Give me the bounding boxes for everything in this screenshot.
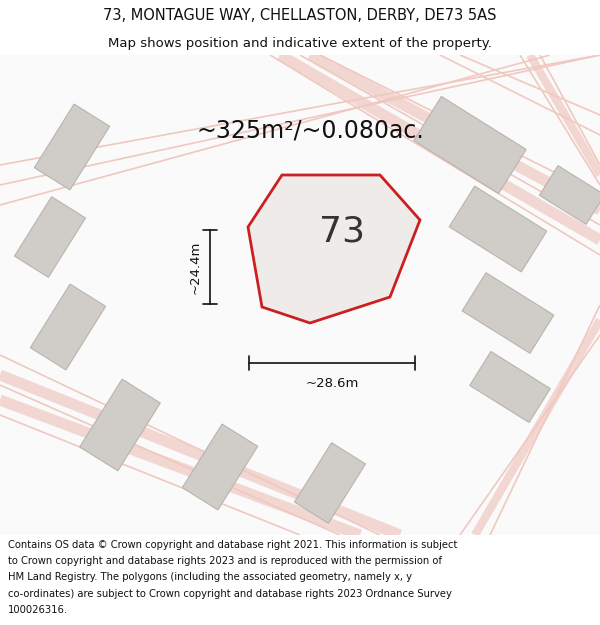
Text: Contains OS data © Crown copyright and database right 2021. This information is : Contains OS data © Crown copyright and d… — [8, 539, 457, 549]
Polygon shape — [449, 186, 547, 272]
Text: to Crown copyright and database rights 2023 and is reproduced with the permissio: to Crown copyright and database rights 2… — [8, 556, 442, 566]
Polygon shape — [470, 351, 550, 423]
Polygon shape — [539, 166, 600, 224]
Text: ~28.6m: ~28.6m — [305, 377, 359, 390]
Text: co-ordinates) are subject to Crown copyright and database rights 2023 Ordnance S: co-ordinates) are subject to Crown copyr… — [8, 589, 452, 599]
Text: HM Land Registry. The polygons (including the associated geometry, namely x, y: HM Land Registry. The polygons (includin… — [8, 572, 412, 582]
Text: 73: 73 — [319, 214, 365, 248]
Text: ~325m²/~0.080ac.: ~325m²/~0.080ac. — [196, 118, 424, 142]
Polygon shape — [248, 175, 420, 323]
Polygon shape — [462, 272, 554, 353]
Text: Map shows position and indicative extent of the property.: Map shows position and indicative extent… — [108, 38, 492, 51]
Polygon shape — [14, 197, 86, 278]
Polygon shape — [182, 424, 257, 510]
Polygon shape — [34, 104, 110, 190]
Polygon shape — [80, 379, 160, 471]
Polygon shape — [414, 96, 526, 194]
Polygon shape — [31, 284, 106, 370]
Polygon shape — [295, 442, 365, 523]
Polygon shape — [0, 55, 600, 535]
Text: 73, MONTAGUE WAY, CHELLASTON, DERBY, DE73 5AS: 73, MONTAGUE WAY, CHELLASTON, DERBY, DE7… — [103, 8, 497, 23]
Text: 100026316.: 100026316. — [8, 605, 68, 615]
Text: ~24.4m: ~24.4m — [189, 240, 202, 294]
